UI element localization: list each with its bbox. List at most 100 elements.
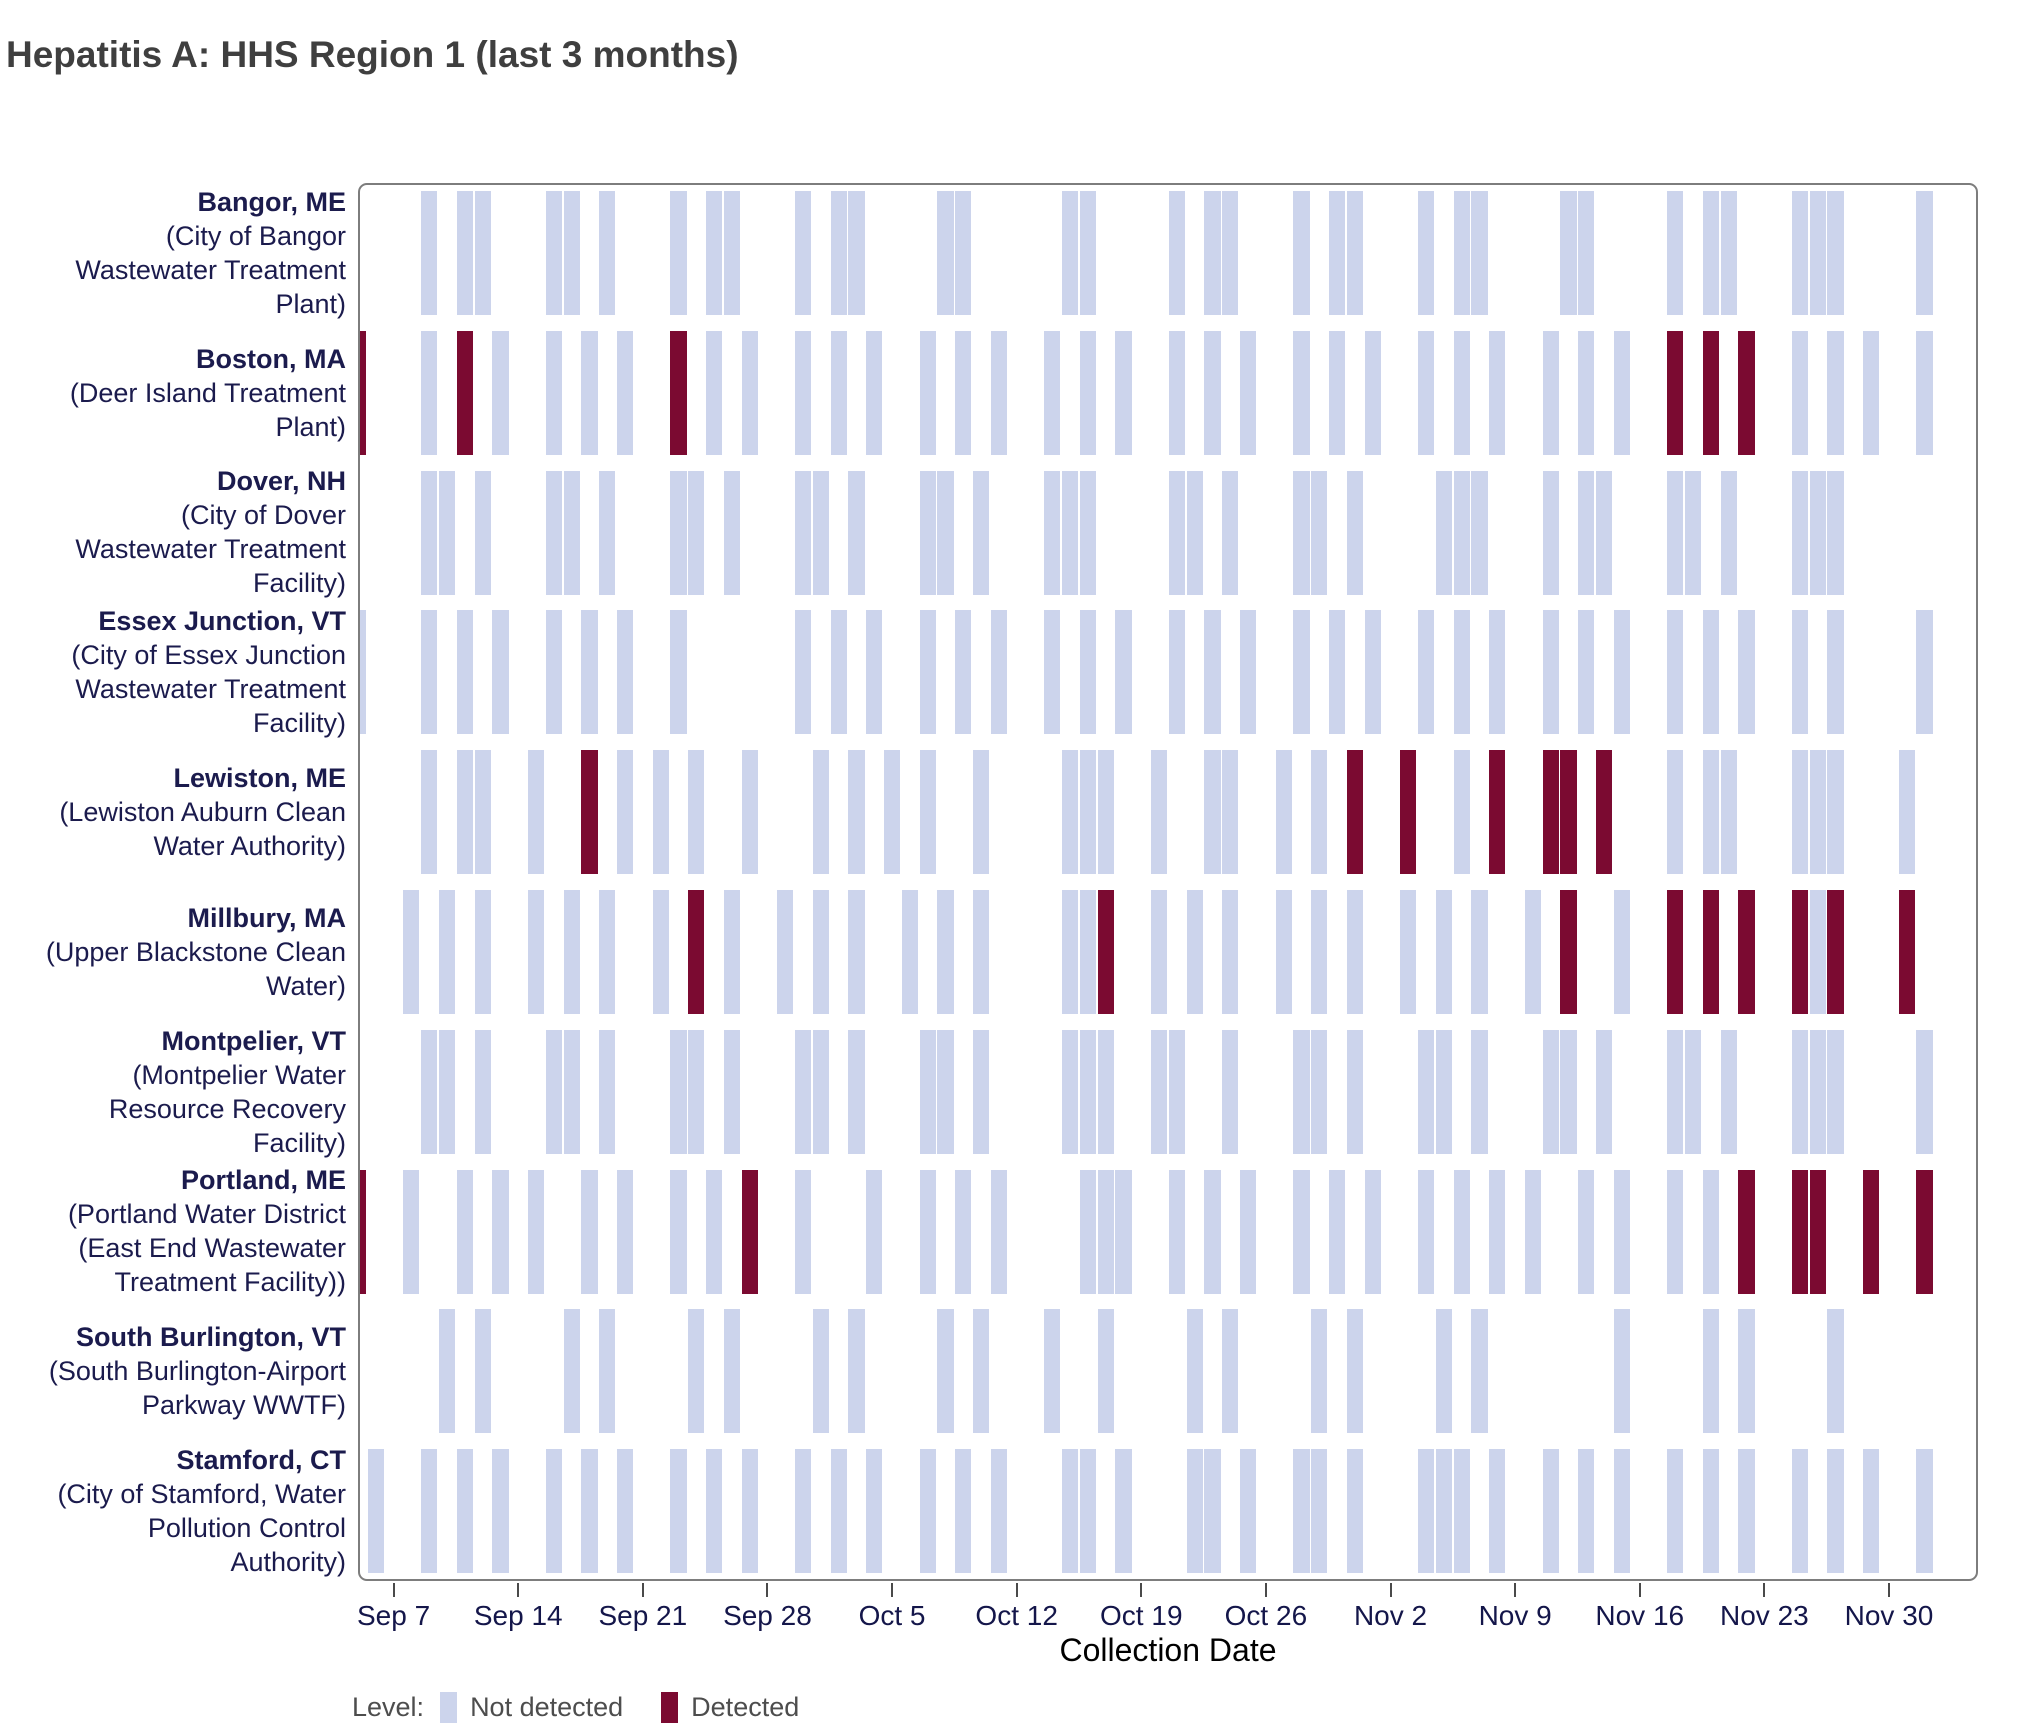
not-detected-tile bbox=[723, 1309, 740, 1434]
not-detected-tile bbox=[1079, 330, 1096, 455]
x-axis-title: Collection Date bbox=[1059, 1632, 1277, 1668]
legend-title: Level: bbox=[352, 1692, 425, 1722]
site-city: Lewiston, ME bbox=[173, 763, 346, 794]
not-detected-tile bbox=[1293, 1029, 1310, 1154]
axis-tick bbox=[1763, 1583, 1766, 1597]
site-label: Essex Junction, VT (City of Essex Junctio… bbox=[24, 602, 346, 742]
site-label: Portland, ME (Portland Water District (Eas… bbox=[24, 1162, 346, 1302]
not-detected-tile bbox=[616, 750, 634, 875]
not-detected-tile bbox=[848, 1309, 865, 1434]
not-detected-tile bbox=[1720, 190, 1737, 315]
site-facility-line: Pollution Control bbox=[147, 1513, 346, 1544]
not-detected-tile bbox=[1809, 190, 1826, 315]
legend-label: Not detected bbox=[470, 1692, 624, 1722]
not-detected-tile bbox=[1079, 1169, 1096, 1294]
not-detected-tile bbox=[866, 610, 883, 735]
not-detected-tile bbox=[1061, 1449, 1079, 1574]
not-detected-tile bbox=[1524, 1169, 1542, 1294]
not-detected-tile bbox=[723, 889, 740, 1014]
not-detected-tile bbox=[1667, 610, 1684, 735]
not-detected-tile bbox=[1097, 1309, 1114, 1434]
not-detected-tile bbox=[1168, 190, 1185, 315]
not-detected-tile bbox=[1044, 610, 1061, 735]
not-detected-tile bbox=[563, 190, 580, 315]
not-detected-tile bbox=[421, 1449, 438, 1574]
not-detected-tile bbox=[1186, 1449, 1203, 1574]
legend-item-not_detected: Not detected bbox=[440, 1692, 623, 1723]
not-detected-tile bbox=[1791, 470, 1809, 595]
axis-tick bbox=[392, 1583, 395, 1597]
not-detected-tile bbox=[581, 330, 598, 455]
site-city: Portland, ME bbox=[180, 1165, 346, 1196]
detected-tile bbox=[1809, 1169, 1826, 1294]
not-detected-tile bbox=[1613, 889, 1631, 1014]
not-detected-tile bbox=[741, 330, 758, 455]
site-label: South Burlington, VT (South Burlington-Ai… bbox=[24, 1301, 346, 1441]
site-label: Boston, MA (Deer Island Treatment Plant) bbox=[24, 323, 346, 463]
not-detected-tile bbox=[599, 470, 616, 595]
legend-label: Detected bbox=[691, 1692, 800, 1722]
not-detected-tile bbox=[1435, 1029, 1453, 1154]
detected-tile bbox=[1346, 750, 1363, 875]
not-detected-tile bbox=[1685, 1029, 1702, 1154]
not-detected-tile bbox=[1613, 1449, 1631, 1574]
not-detected-tile bbox=[438, 889, 456, 1014]
not-detected-tile bbox=[545, 330, 562, 455]
not-detected-tile bbox=[1115, 1169, 1132, 1294]
detected-tile bbox=[1702, 330, 1720, 455]
not-detected-tile bbox=[474, 470, 491, 595]
not-detected-tile bbox=[1418, 190, 1435, 315]
not-detected-tile bbox=[1097, 1169, 1114, 1294]
not-detected-tile bbox=[1613, 330, 1631, 455]
not-detected-tile bbox=[937, 190, 954, 315]
not-detected-tile bbox=[1809, 1029, 1826, 1154]
not-detected-tile bbox=[1044, 330, 1061, 455]
not-detected-tile bbox=[1311, 750, 1328, 875]
not-detected-tile bbox=[1827, 1449, 1844, 1574]
not-detected-tile bbox=[1311, 470, 1328, 595]
axis-tick bbox=[517, 1583, 520, 1597]
not-detected-tile bbox=[866, 1169, 883, 1294]
not-detected-tile bbox=[990, 1169, 1007, 1294]
not-detected-tile bbox=[1168, 1169, 1185, 1294]
not-detected-tile bbox=[1364, 330, 1381, 455]
not-detected-tile bbox=[670, 1169, 687, 1294]
not-detected-tile bbox=[1168, 470, 1185, 595]
not-detected-tile bbox=[1738, 1449, 1755, 1574]
axis-tick bbox=[1514, 1583, 1517, 1597]
not-detected-tile bbox=[1418, 330, 1435, 455]
site-facility-line: (City of Essex Junction bbox=[71, 640, 346, 671]
not-detected-tile bbox=[545, 1449, 562, 1574]
not-detected-tile bbox=[1222, 470, 1239, 595]
not-detected-tile bbox=[527, 889, 545, 1014]
not-detected-tile bbox=[1204, 1449, 1221, 1574]
not-detected-tile bbox=[456, 1169, 473, 1294]
not-detected-tile bbox=[1827, 190, 1844, 315]
not-detected-tile bbox=[1204, 610, 1221, 735]
not-detected-tile bbox=[1471, 190, 1488, 315]
site-city: South Burlington, VT bbox=[76, 1322, 346, 1353]
site-facility-line: Parkway WWTF) bbox=[142, 1390, 346, 1421]
legend-swatch-detected bbox=[661, 1692, 679, 1723]
not-detected-tile bbox=[812, 750, 829, 875]
axis-tick-label: Oct 19 bbox=[1100, 1600, 1183, 1631]
site-label: Lewiston, ME (Lewiston Auburn Clean Water … bbox=[24, 742, 346, 882]
not-detected-tile bbox=[955, 1169, 972, 1294]
axis-tick bbox=[1887, 1583, 1890, 1597]
axis-tick bbox=[1264, 1583, 1267, 1597]
not-detected-tile bbox=[652, 889, 669, 1014]
not-detected-tile bbox=[1346, 1029, 1363, 1154]
not-detected-tile bbox=[705, 330, 723, 455]
not-detected-tile bbox=[1275, 750, 1292, 875]
not-detected-tile bbox=[1809, 889, 1826, 1014]
site-city: Stamford, CT bbox=[176, 1445, 346, 1476]
not-detected-tile bbox=[1702, 1309, 1720, 1434]
site-facility-line: Facility) bbox=[253, 708, 346, 739]
not-detected-tile bbox=[421, 750, 438, 875]
not-detected-tile bbox=[848, 1029, 865, 1154]
not-detected-tile bbox=[937, 889, 954, 1014]
not-detected-tile bbox=[1115, 330, 1132, 455]
not-detected-tile bbox=[421, 470, 438, 595]
not-detected-tile bbox=[1222, 190, 1239, 315]
